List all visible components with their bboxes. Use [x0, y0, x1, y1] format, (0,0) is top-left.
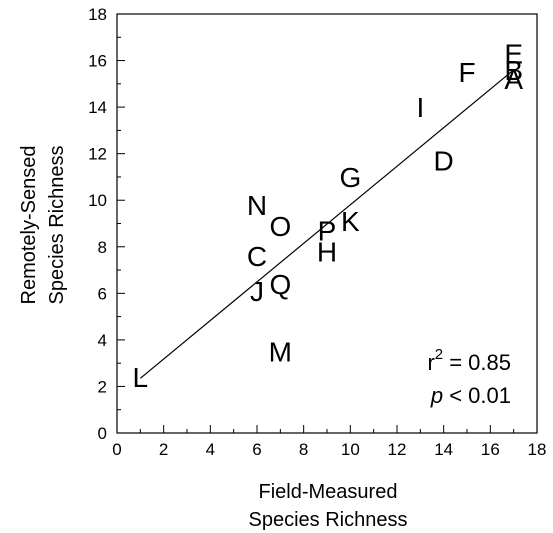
point-b: B	[504, 55, 523, 86]
y-tick-label: 8	[98, 238, 107, 257]
p-symbol: p	[430, 383, 443, 408]
r-squared-value: = 0.85	[443, 350, 511, 375]
y-tick-label: 6	[98, 284, 107, 303]
x-tick-label: 2	[159, 440, 168, 459]
r-squared-base: r	[427, 350, 434, 375]
x-axis-title-line2: Species Richness	[249, 509, 408, 531]
y-tick-label: 4	[98, 331, 107, 350]
y-axis-title-line1: Remotely-Sensed	[18, 146, 40, 305]
points: AB C D EF G H I J K L M NO PQ	[133, 39, 524, 394]
point-e: E	[504, 39, 523, 70]
y-tick-label: 14	[88, 98, 107, 117]
point-a: A	[504, 64, 523, 95]
y-axis-title-line2: Species Richness	[46, 146, 68, 305]
r-squared-superscript: 2	[435, 346, 443, 363]
regression-line	[139, 69, 515, 379]
point-i: I	[416, 92, 424, 123]
x-tick-label: 6	[252, 440, 261, 459]
point-c: C	[247, 241, 267, 272]
ticks: 0 2 4 6 8 10 12 14 16 18 0 2 4 6 8 10 12 14 16 18	[88, 5, 546, 459]
y-tick-label: 12	[88, 145, 107, 164]
x-tick-label: 12	[388, 440, 407, 459]
point-j: J	[250, 276, 264, 307]
point-g: G	[339, 162, 361, 193]
y-tick-label: 0	[98, 424, 107, 443]
y-tick-label: 18	[88, 5, 107, 24]
x-tick-label: 16	[481, 440, 500, 459]
p-value-annotation: p < 0.01	[430, 383, 511, 408]
p-value: < 0.01	[443, 383, 511, 408]
point-n: N	[247, 190, 267, 221]
point-l: L	[133, 362, 149, 393]
point-d: D	[434, 146, 454, 177]
x-tick-label: 10	[341, 440, 360, 459]
y-tick-label: 2	[98, 377, 107, 396]
point-p: P	[318, 215, 337, 246]
regression-line-group	[139, 69, 515, 379]
x-tick-label: 18	[528, 440, 547, 459]
point-m: M	[269, 337, 292, 368]
x-tick-label: 4	[206, 440, 215, 459]
point-f: F	[458, 57, 475, 88]
y-tick-label: 10	[88, 191, 107, 210]
point-o: O	[269, 211, 291, 242]
x-axis-title-line1: Field-Measured	[259, 481, 398, 503]
y-tick-label: 16	[88, 52, 107, 71]
x-tick-label: 14	[434, 440, 453, 459]
r-squared-annotation: r2 = 0.85	[427, 346, 511, 375]
x-tick-label: 0	[112, 440, 121, 459]
point-k: K	[341, 206, 360, 237]
x-tick-label: 8	[299, 440, 308, 459]
point-q: Q	[269, 269, 291, 300]
point-h: H	[317, 236, 337, 267]
